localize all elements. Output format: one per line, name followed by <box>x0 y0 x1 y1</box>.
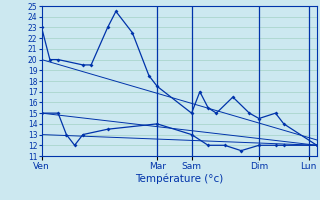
X-axis label: Température (°c): Température (°c) <box>135 173 223 184</box>
